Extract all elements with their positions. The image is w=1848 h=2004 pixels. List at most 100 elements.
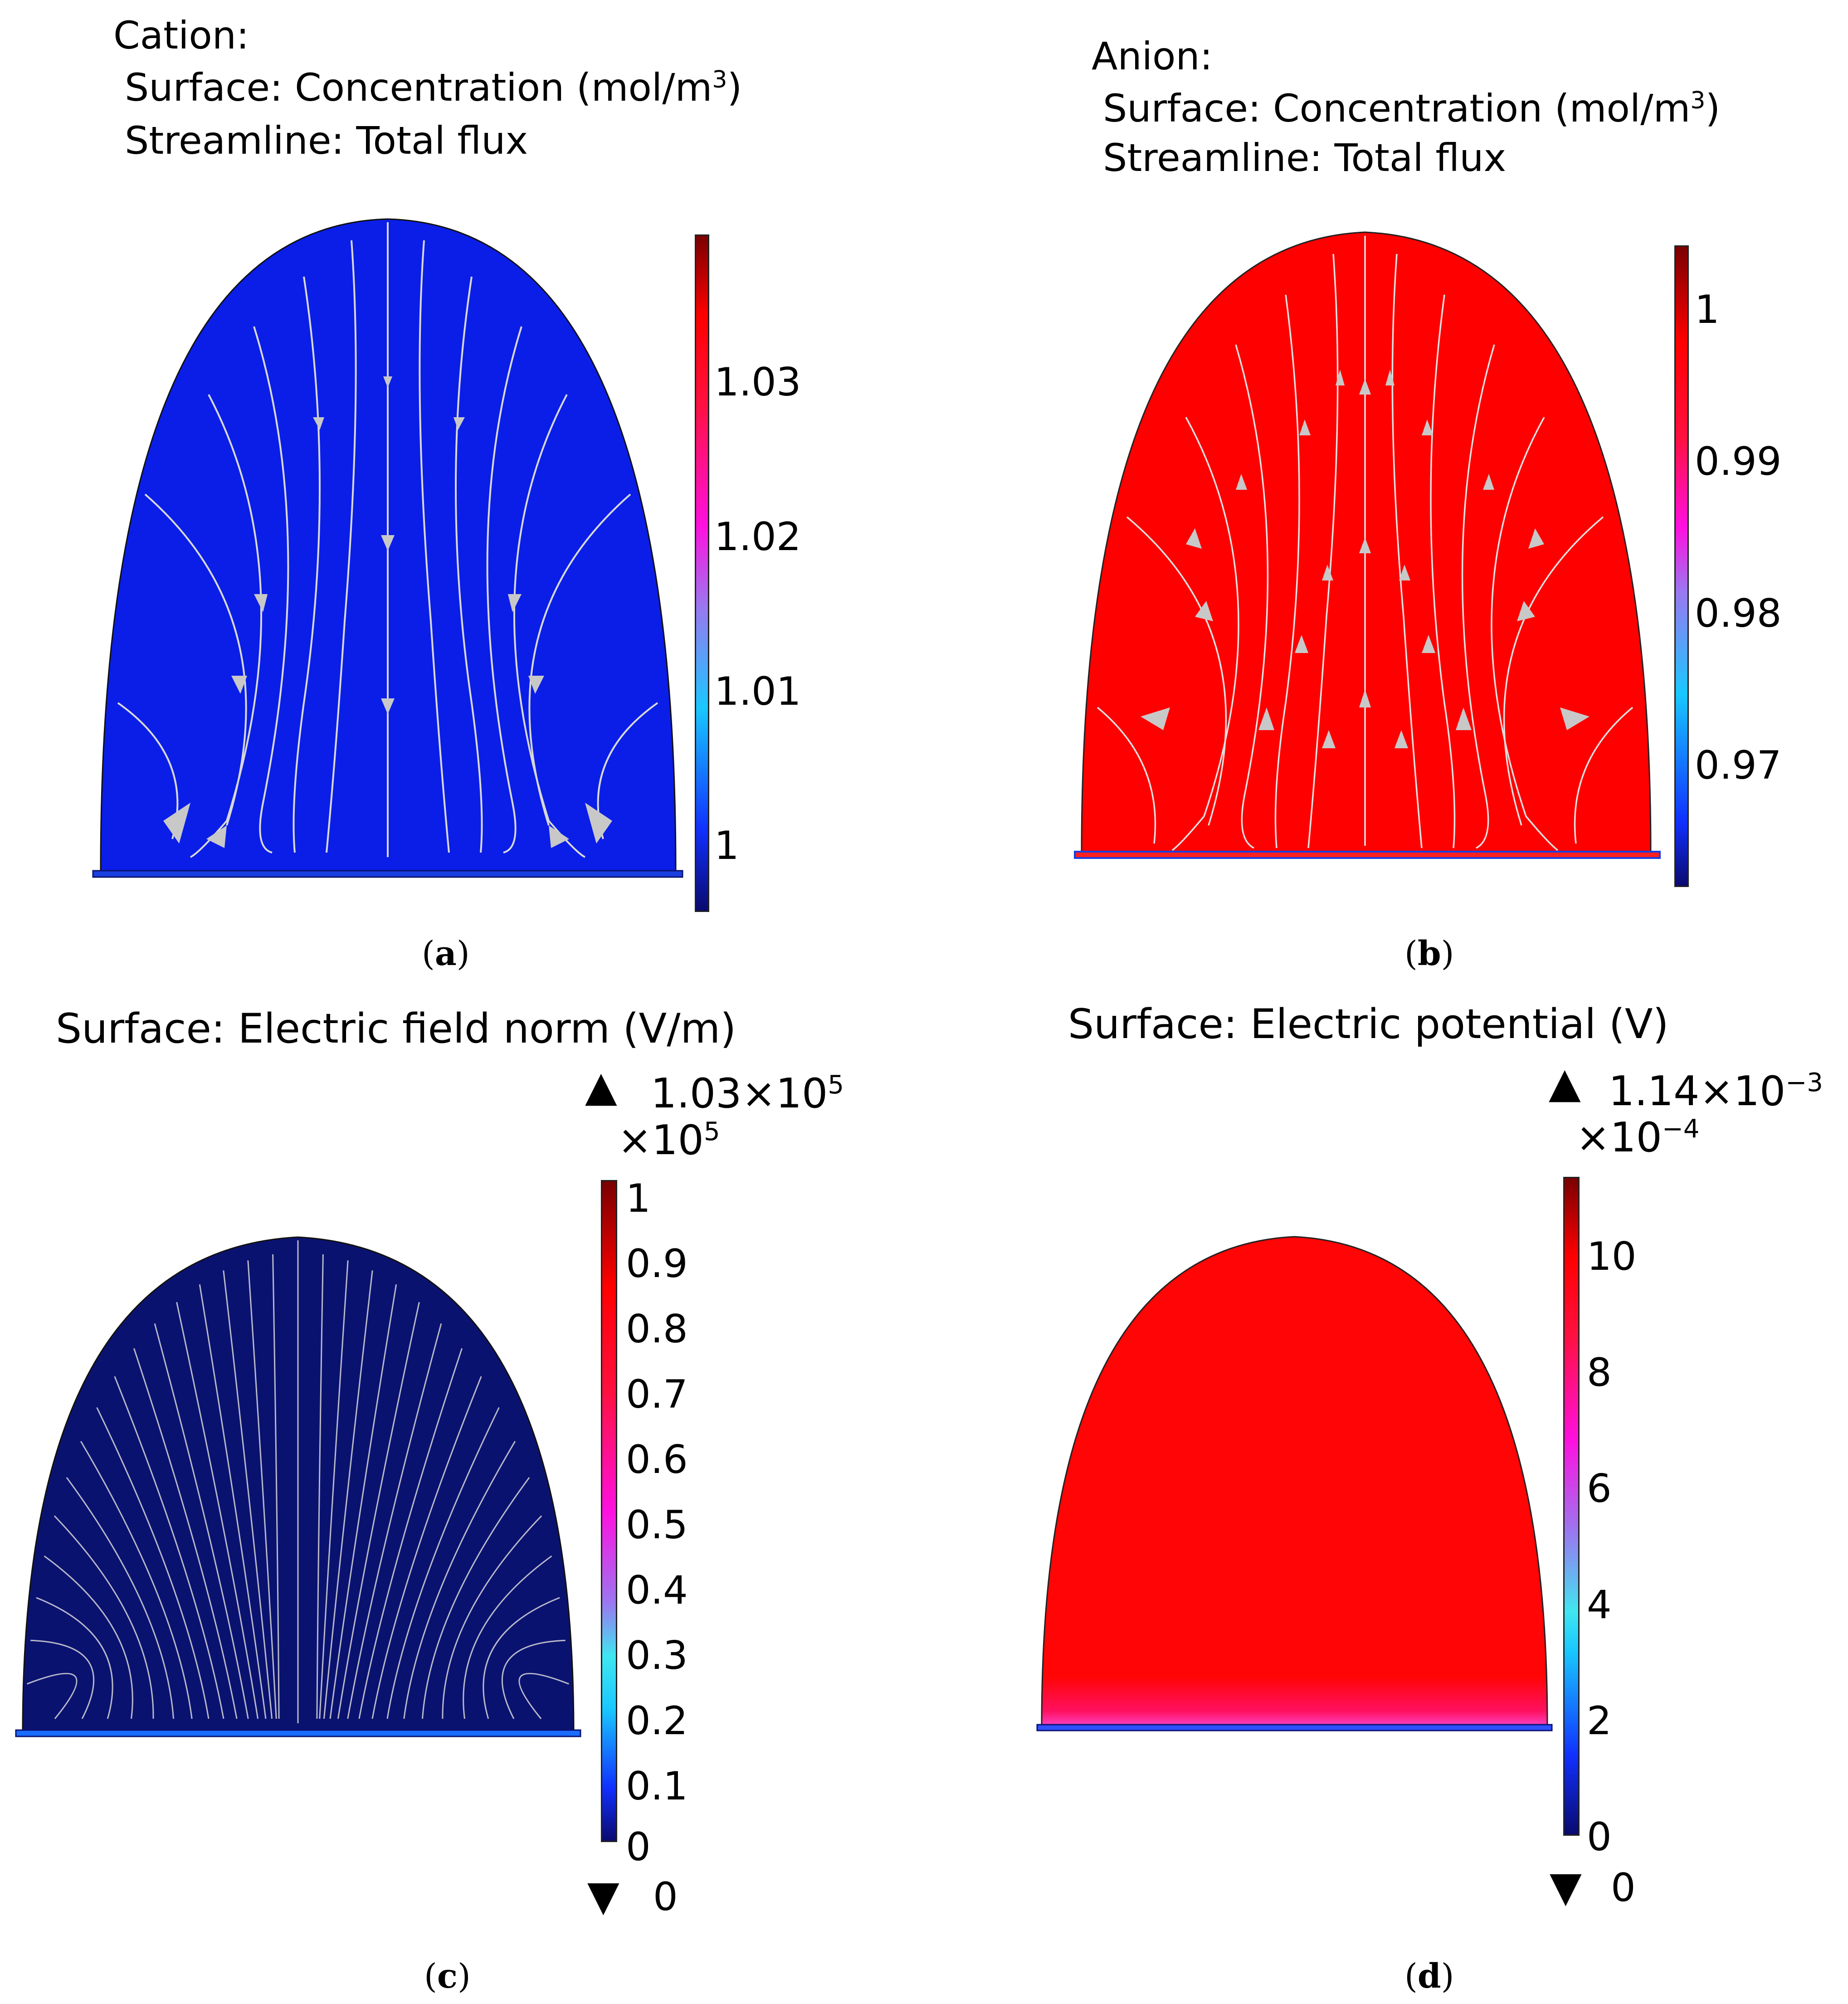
panel-b-tick-3: 0.98 (1695, 591, 1782, 636)
panel-c-field-line (501, 1639, 566, 1719)
panel-c-max-label: 1.03×105 (651, 1070, 844, 1117)
panel-a-tick-1: 1.03 (714, 360, 801, 405)
panel-d-min-label: 0 (1611, 1865, 1636, 1911)
panel-b-colorbar (1674, 245, 1689, 887)
panel-d-min-triangle-icon: ▼ (1550, 1863, 1582, 1911)
panel-b-electrode (1074, 851, 1661, 859)
panel-c-field-line (422, 1477, 530, 1719)
panel-b-tick-1: 1 (1695, 287, 1720, 332)
panel-a-tick-4: 1 (714, 823, 739, 868)
panel-c-tick-1: 1 (626, 1176, 651, 1221)
panel-d-tick-2: 8 (1587, 1350, 1612, 1395)
panel-d-tick-1: 10 (1587, 1234, 1637, 1279)
panel-c-field-line (319, 1260, 349, 1719)
panel-c-tick-3: 0.8 (626, 1307, 688, 1352)
panel-c-field-line (223, 1270, 273, 1719)
panel-a-title-1: Cation: (113, 13, 249, 58)
panel-c-field-line (66, 1477, 174, 1719)
panel-d-tick-4: 4 (1587, 1582, 1612, 1628)
panel-c-colorbar (601, 1180, 617, 1842)
panel-d-colorbar (1563, 1177, 1580, 1836)
panel-d-electrode (1036, 1724, 1553, 1731)
panel-a-colorbar (695, 234, 709, 912)
panel-a-flux-arrows (163, 376, 612, 848)
panel-b-streamlines (1097, 236, 1633, 851)
panel-c-field-line (54, 1515, 154, 1719)
panel-c-tick-5: 0.6 (626, 1437, 688, 1482)
panel-b-title-2: Surface: Concentration (mol/m3) (1103, 86, 1721, 131)
panel-a: Cation: Surface: Concentration (mol/m3) … (0, 0, 924, 998)
panel-c-caption: (c) (424, 1957, 471, 1996)
panel-c-scale-label: ×105 (618, 1117, 720, 1164)
panel-d-scale-label: ×10−4 (1576, 1114, 1700, 1161)
panel-c-electrode (15, 1729, 581, 1737)
panel-c-field-lines (27, 1240, 569, 1723)
panel-c-min-label: 0 (653, 1874, 678, 1920)
panel-c-field-line (27, 1672, 78, 1719)
panel-a-streamlines (117, 222, 658, 858)
panel-a-tick-2: 1.02 (714, 514, 801, 560)
panel-a-electrode (92, 870, 683, 878)
panel-d-title: Surface: Electric potential (V) (1068, 1000, 1669, 1048)
panel-d-plot (1036, 1236, 1553, 1731)
panel-c-plot (15, 1236, 581, 1737)
panel-c-field-line (442, 1515, 542, 1719)
panel-b-title-1: Anion: (1092, 34, 1213, 78)
panel-c-field-line (44, 1555, 133, 1719)
panel-c-tick-4: 0.7 (626, 1372, 688, 1417)
panel-d-tick-5: 2 (1587, 1698, 1612, 1744)
panel-b-tick-2: 0.99 (1695, 439, 1782, 484)
panel-c-max-triangle-icon: ▲ (585, 1062, 617, 1111)
panel-d-max-label: 1.14×10−3 (1609, 1068, 1823, 1115)
panel-c-field-line (80, 1441, 193, 1719)
panel-c-field-line (36, 1597, 113, 1719)
panel-c-field-line (323, 1270, 373, 1719)
panel-c-field-line (316, 1254, 324, 1719)
panel-d-tick-3: 6 (1587, 1466, 1612, 1512)
panel-c-field-line (247, 1260, 277, 1719)
panel-c: Surface: Electric field norm (V/m) ▲ 1.0… (0, 998, 924, 2004)
panel-c-field-line (403, 1441, 516, 1719)
panel-c-title: Surface: Electric field norm (V/m) (56, 1005, 736, 1053)
panel-c-field-line (463, 1555, 552, 1719)
panel-c-field-line (114, 1376, 224, 1719)
panel-c-tick-11: 0 (626, 1824, 651, 1870)
panel-c-field-line (337, 1302, 420, 1719)
panel-c-tick-6: 0.5 (626, 1502, 688, 1548)
panel-c-field-line (133, 1348, 238, 1719)
panel-d: Surface: Electric potential (V) ▲ 1.14×1… (924, 998, 1848, 2004)
panel-b-title-3: Streamline: Total flux (1103, 136, 1507, 180)
panel-b-flux-arrows (1141, 370, 1590, 748)
panel-c-field-line (483, 1597, 560, 1719)
panel-c-field-line (347, 1323, 442, 1719)
panel-c-field-line (371, 1376, 482, 1719)
panel-c-field-line (272, 1254, 280, 1719)
panel-c-field-line (199, 1284, 267, 1719)
panel-b-caption: (b) (1404, 934, 1454, 973)
panel-d-max-triangle-icon: ▲ (1549, 1058, 1581, 1107)
panel-a-title-2: Surface: Concentration (mol/m3) (125, 65, 742, 110)
panel-b-plot (1074, 231, 1661, 859)
panel-c-field-line (176, 1302, 259, 1719)
panel-c-tick-8: 0.3 (626, 1633, 688, 1678)
panel-d-domain (1041, 1236, 1548, 1726)
panel-c-field-line (154, 1323, 249, 1719)
panel-c-field-line (329, 1284, 397, 1719)
panel-c-field-line (518, 1672, 569, 1719)
panel-d-tick-6: 0 (1587, 1814, 1612, 1860)
panel-b-tick-4: 0.97 (1695, 743, 1782, 788)
panel-c-field-line (358, 1348, 463, 1719)
panel-c-min-triangle-icon: ▼ (587, 1872, 619, 1920)
panel-a-tick-3: 1.01 (714, 669, 801, 714)
panel-c-field-line (96, 1407, 210, 1719)
panel-c-tick-9: 0.2 (626, 1698, 688, 1744)
panel-d-caption: (d) (1404, 1957, 1454, 1996)
panel-b: Anion: Surface: Concentration (mol/m3) S… (924, 0, 1848, 998)
panel-c-tick-2: 0.9 (626, 1241, 688, 1287)
panel-a-caption: (a) (422, 934, 470, 973)
panel-a-title-3: Streamline: Total flux (125, 118, 528, 163)
panel-c-field-line (30, 1639, 95, 1719)
panel-c-tick-10: 0.1 (626, 1764, 688, 1809)
panel-c-tick-7: 0.4 (626, 1568, 688, 1613)
panel-c-field-line (386, 1407, 500, 1719)
